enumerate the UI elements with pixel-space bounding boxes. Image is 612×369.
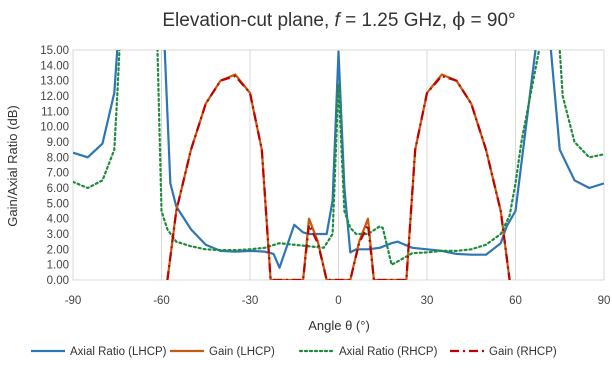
y-tick-label: 0.00 — [47, 275, 69, 287]
y-tick-label: 15.00 — [40, 45, 69, 57]
y-tick-label: 5.00 — [47, 198, 69, 210]
legend-label: Axial Ratio (RHCP) — [339, 346, 438, 358]
series-layer — [73, 50, 604, 280]
x-tick-label: 90 — [598, 295, 611, 307]
x-tick-label: 0 — [335, 295, 341, 307]
y-tick-label: 9.00 — [47, 137, 69, 149]
legend: Axial Ratio (LHCP) Gain (LHCP) Axial Ratio… — [31, 346, 557, 358]
legend-label: Axial Ratio (LHCP) — [70, 346, 167, 358]
y-tick-label: 8.00 — [47, 152, 69, 164]
x-axis-label: Angle θ (°) — [308, 318, 370, 333]
x-tick-label: 60 — [509, 295, 522, 307]
x-axis-ticks: -90 -60 -30 0 30 60 90 — [65, 295, 611, 307]
x-tick-label: -60 — [153, 295, 170, 307]
title-prefix: Elevation-cut plane, — [162, 10, 334, 31]
chart-title: Elevation-cut plane, f = 1.25 GHz, ϕ = 9… — [162, 9, 515, 31]
series-line-3 — [73, 50, 604, 266]
legend-label: Gain (RHCP) — [489, 346, 557, 358]
y-tick-label: 7.00 — [47, 168, 69, 180]
y-tick-label: 4.00 — [47, 214, 69, 226]
title-phi-symbol: ϕ — [452, 9, 465, 31]
y-tick-label: 14.00 — [40, 60, 69, 72]
title-suffix: = 90° — [465, 10, 515, 31]
title-f-symbol: f — [335, 10, 342, 31]
legend-label: Gain (LHCP) — [209, 346, 275, 358]
y-tick-label: 13.00 — [40, 76, 69, 88]
series-line-4 — [166, 74, 511, 280]
x-tick-label: -90 — [65, 295, 82, 307]
x-tick-label: 30 — [421, 295, 434, 307]
title-middle: = 1.25 GHz, — [340, 10, 452, 31]
y-axis-label: Gain/Axial Ratio (dB) — [5, 105, 20, 226]
y-tick-label: 10.00 — [40, 122, 69, 134]
y-tick-label: 12.00 — [40, 91, 69, 103]
y-tick-label: 2.00 — [47, 244, 69, 256]
y-axis-ticks: 0.00 1.00 2.00 3.00 4.00 5.00 6.00 7.00 8.00 9.00… — [40, 45, 69, 287]
y-tick-label: 3.00 — [47, 229, 69, 241]
y-tick-label: 11.00 — [41, 106, 69, 118]
x-tick-label: -30 — [242, 295, 259, 307]
y-tick-label: 1.00 — [47, 260, 69, 272]
y-tick-label: 6.00 — [47, 183, 69, 195]
